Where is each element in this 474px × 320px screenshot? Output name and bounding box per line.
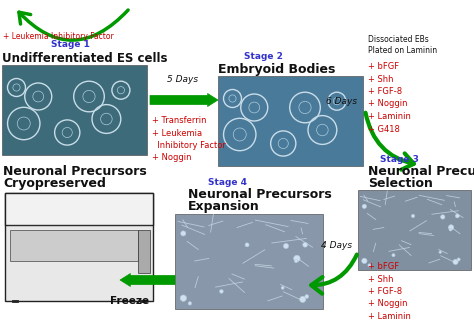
Circle shape <box>281 286 284 289</box>
Circle shape <box>305 295 309 299</box>
Bar <box>2 65 147 155</box>
Text: + Leukemia Inhibitory Factor: + Leukemia Inhibitory Factor <box>3 32 114 41</box>
Circle shape <box>362 258 367 264</box>
Circle shape <box>245 243 249 247</box>
Text: Neuronal Precursors: Neuronal Precursors <box>3 165 147 178</box>
Circle shape <box>368 264 371 267</box>
Text: Embryoid Bodies: Embryoid Bodies <box>218 63 336 76</box>
Text: 5 Days: 5 Days <box>167 75 199 84</box>
Circle shape <box>300 296 306 302</box>
Circle shape <box>456 214 459 218</box>
Circle shape <box>449 228 452 231</box>
Bar <box>218 76 363 166</box>
Bar <box>358 190 471 270</box>
Circle shape <box>457 258 460 261</box>
Text: Expansion: Expansion <box>188 200 260 213</box>
Text: 4 Days: 4 Days <box>321 241 352 250</box>
Bar <box>5 193 153 301</box>
Text: Neuronal Precursors: Neuronal Precursors <box>188 188 332 201</box>
Text: Stage 4: Stage 4 <box>209 178 247 187</box>
Bar <box>175 214 323 309</box>
Circle shape <box>294 260 298 263</box>
Circle shape <box>303 242 308 247</box>
Circle shape <box>362 204 366 209</box>
Text: 6 Days: 6 Days <box>326 98 357 107</box>
Bar <box>5 193 153 225</box>
Text: + bFGF
+ Shh
+ FGF-8
+ Noggin
+ Laminin
+ G418: + bFGF + Shh + FGF-8 + Noggin + Laminin … <box>368 262 411 320</box>
Text: + bFGF
+ Shh
+ FGF-8
+ Noggin
+ Laminin
+ G418: + bFGF + Shh + FGF-8 + Noggin + Laminin … <box>368 62 411 133</box>
Circle shape <box>181 231 186 236</box>
Text: Selection: Selection <box>368 177 433 190</box>
Bar <box>138 230 150 273</box>
Text: Stage 3: Stage 3 <box>380 155 419 164</box>
Circle shape <box>180 295 187 301</box>
FancyArrowPatch shape <box>365 113 414 170</box>
Text: Freeze: Freeze <box>110 296 150 306</box>
Text: Undifferentiated ES cells: Undifferentiated ES cells <box>2 52 167 65</box>
Circle shape <box>283 244 289 249</box>
Circle shape <box>453 259 458 265</box>
FancyArrowPatch shape <box>19 10 128 40</box>
Circle shape <box>293 255 300 262</box>
Text: Cryopreserved: Cryopreserved <box>3 177 106 190</box>
Polygon shape <box>120 274 175 286</box>
Text: + Transferrin
+ Leukemia
  Inhibitory Factor
+ Noggin: + Transferrin + Leukemia Inhibitory Fact… <box>152 116 226 163</box>
Bar <box>10 230 138 261</box>
Text: Stage 1: Stage 1 <box>51 40 90 49</box>
Circle shape <box>439 251 441 253</box>
Circle shape <box>392 254 395 257</box>
Circle shape <box>448 225 454 230</box>
Text: Stage 2: Stage 2 <box>244 52 283 61</box>
Circle shape <box>188 302 191 305</box>
Circle shape <box>440 215 445 219</box>
Circle shape <box>219 290 223 293</box>
Circle shape <box>411 214 415 218</box>
Text: Dissociated EBs
Plated on Laminin: Dissociated EBs Plated on Laminin <box>368 35 437 55</box>
FancyArrowPatch shape <box>311 254 357 294</box>
Text: Neuronal Precursors: Neuronal Precursors <box>368 165 474 178</box>
Polygon shape <box>150 93 218 107</box>
